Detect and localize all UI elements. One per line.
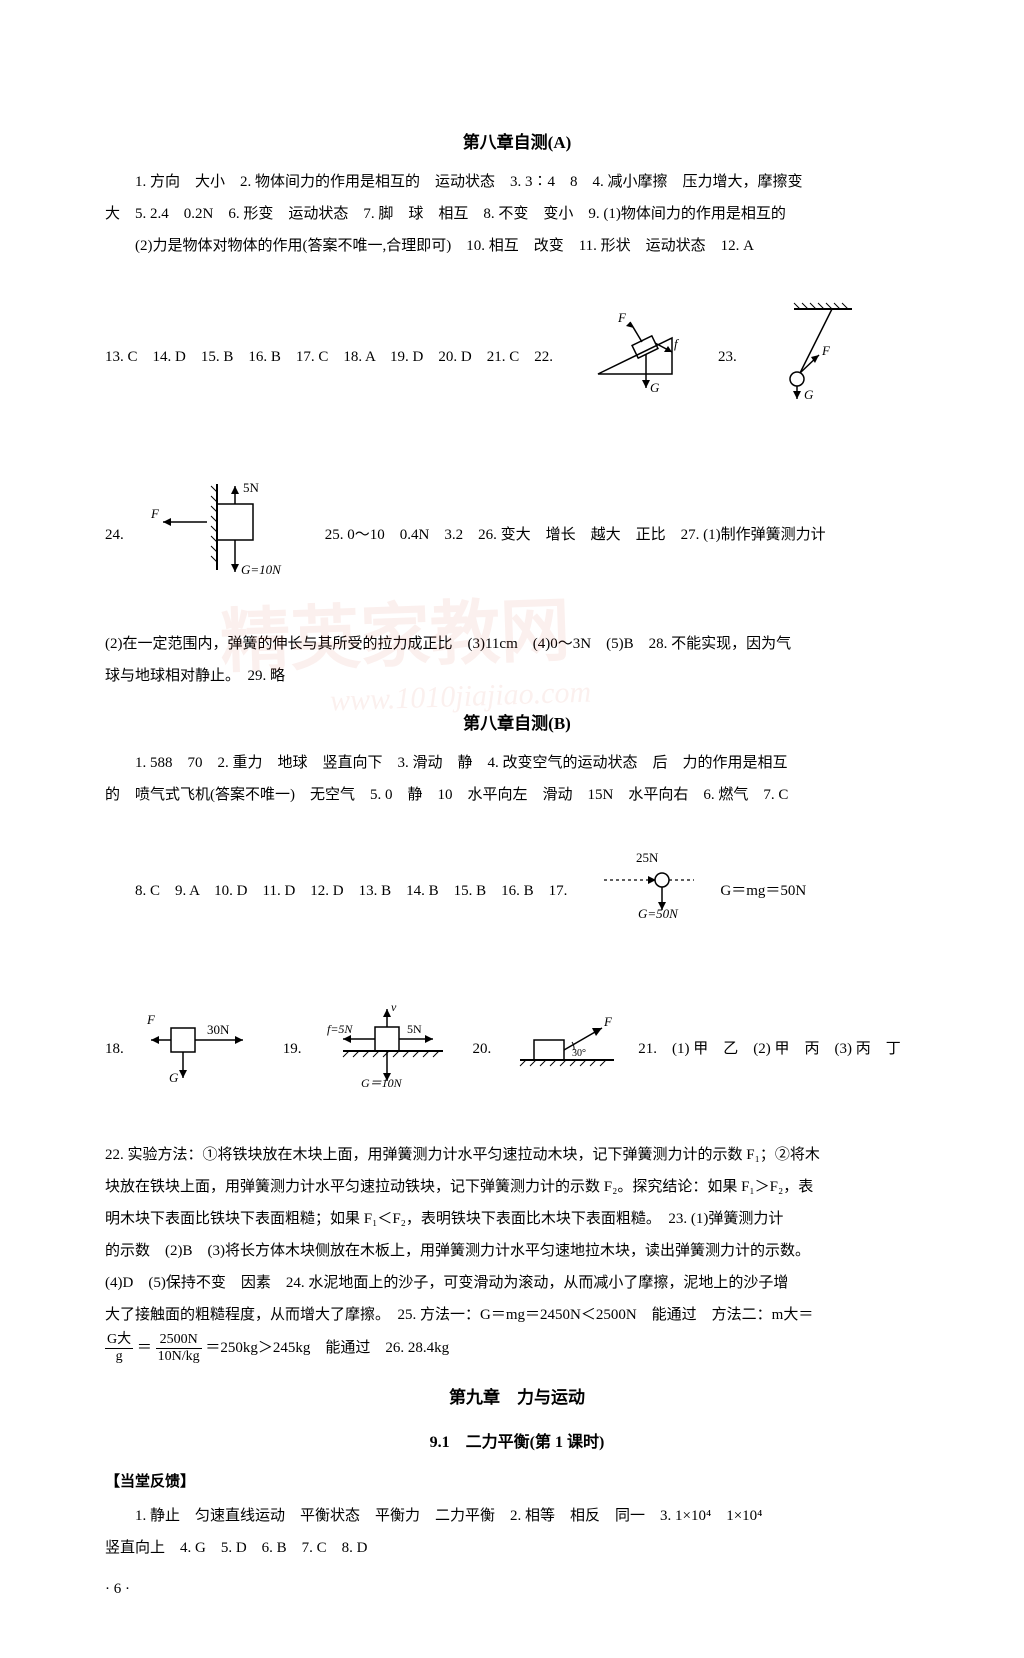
sec8b-q18-prefix: 18. xyxy=(105,1034,124,1064)
svg-text:25N: 25N xyxy=(636,850,659,865)
svg-text:f: f xyxy=(674,336,680,351)
sec8a-q25-27: 25. 0～10 0.4N 3.2 26. 变大 增长 越大 正比 27. (1… xyxy=(325,520,826,550)
sec8b-p2f: 大了接触面的粗糙程度，从而增大了摩擦。 25. 方法一：G＝mg＝2450N＜2… xyxy=(105,1300,929,1330)
sec8a-p1: 1. 方向 大小 2. 物体间力的作用是相互的 运动状态 3. 3∶4 8 4.… xyxy=(105,167,929,197)
svg-text:F: F xyxy=(603,1014,613,1029)
sec8b-q17-formula: G＝mg＝50N xyxy=(720,876,806,906)
chapter-9-1-subtitle: 9.1 二力平衡(第 1 课时) xyxy=(105,1428,929,1452)
svg-text:G=50N: G=50N xyxy=(638,906,679,920)
ch9-label: 【当堂反馈】 xyxy=(105,1470,929,1491)
svg-text:30N: 30N xyxy=(207,1022,230,1037)
fraction-2: 2500N 10N/kg xyxy=(156,1332,202,1365)
page-number: · 6 · xyxy=(105,1581,929,1598)
sec8b-diagram-17: 25N G=50N xyxy=(583,820,698,961)
fraction-1: G大 g xyxy=(105,1332,133,1365)
sec8a-p3b: 球与地球相对静止。 29. 略 xyxy=(105,661,929,691)
svg-text:v: v xyxy=(391,1000,397,1014)
sec8b-p1b: 的 喷气式飞机(答案不唯一) 无空气 5. 0 静 10 水平向左 滑动 15N… xyxy=(105,780,929,810)
svg-text:F: F xyxy=(146,1012,156,1027)
sec8b-diagram-19: f=5N 5N v G＝10N xyxy=(308,967,455,1130)
sec8a-p1b: 大 5. 2.4 0.2N 6. 形变 运动状态 7. 脚 球 相互 8. 不变… xyxy=(105,199,929,229)
svg-text:f=5N: f=5N xyxy=(327,1022,353,1036)
sec8b-p2d: 的示数 (2)B (3)将长方体木块侧放在木板上，用弹簧测力计水平匀速地拉木块，… xyxy=(105,1236,929,1266)
svg-text:G=10N: G=10N xyxy=(241,562,282,577)
svg-text:F: F xyxy=(821,343,831,358)
sec8a-diagram-22: F f G xyxy=(565,278,690,435)
sec8b-q8-17-prefix: 8. C 9. A 10. D 11. D 12. D 13. B 14. B … xyxy=(105,876,567,906)
sec8b-q21: 21. (1) 甲 乙 (2) 甲 丙 (3) 丙 丁 xyxy=(638,1034,900,1064)
section-8a-title: 第八章自测(A) xyxy=(105,128,929,153)
sec8b-q20-prefix: 20. xyxy=(473,1034,492,1064)
sec8a-q24-prefix: 24. xyxy=(105,520,124,550)
sec8a-diagram-24: 5N F G=10N xyxy=(132,450,295,619)
svg-text:F: F xyxy=(150,506,160,521)
sec8b-p2e: (4)D (5)保持不变 因素 24. 水泥地面上的沙子，可变滑动为滚动，从而减… xyxy=(105,1268,929,1298)
sec8b-p2c: 明木块下表面比铁块下表面粗糙；如果 F₁＜F₂，表明铁块下表面比木块下表面粗糙。… xyxy=(105,1204,929,1234)
sec8b-diagram-18: F 30N G xyxy=(130,970,265,1127)
svg-text:F: F xyxy=(617,310,627,325)
svg-text:G＝10N: G＝10N xyxy=(361,1076,403,1089)
sec8b-p2a: 22. 实验方法：①将铁块放在木块上面，用弹簧测力计水平匀速拉动木块，记下弹簧测… xyxy=(105,1140,929,1170)
sec8b-p2g-row: G大 g ＝ 2500N 10N/kg ＝250kg＞245kg 能通过 26.… xyxy=(105,1332,929,1365)
ch9-p1b: 竖直向上 4. G 5. D 6. B 7. C 8. D xyxy=(105,1533,929,1563)
sec8a-p3: (2)在一定范围内，弹簧的伸长与其所受的拉力成正比 (3)11cm (4)0～3… xyxy=(105,629,929,659)
sec8b-p2b: 块放在铁块上面，用弹簧测力计水平匀速拉动铁块，记下弹簧测力计的示数 F₂。探究结… xyxy=(105,1172,929,1202)
sec8a-q23-prefix: 23. xyxy=(718,342,737,372)
section-8b-title: 第八章自测(B) xyxy=(105,709,929,734)
svg-text:G: G xyxy=(804,387,814,401)
svg-text:G: G xyxy=(169,1070,179,1085)
svg-text:30°: 30° xyxy=(572,1048,586,1059)
chapter-9-title: 第九章 力与运动 xyxy=(105,1383,929,1408)
svg-text:5N: 5N xyxy=(407,1022,422,1036)
sec8b-diagram-20: F 30° xyxy=(497,978,620,1119)
ch9-p1a: 1. 静止 匀速直线运动 平衡状态 平衡力 二力平衡 2. 相等 相反 同一 3… xyxy=(105,1501,929,1531)
sec8b-p1a: 1. 588 70 2. 重力 地球 竖直向下 3. 滑动 静 4. 改变空气的… xyxy=(105,748,929,778)
sec8a-q13-22-prefix: 13. C 14. D 15. B 16. B 17. C 18. A 19. … xyxy=(105,342,553,372)
sec8b-q19-prefix: 19. xyxy=(283,1034,302,1064)
svg-text:5N: 5N xyxy=(243,480,260,495)
svg-text:G: G xyxy=(650,380,660,394)
sec8a-p2: (2)力是物体对物体的作用(答案不唯一,合理即可) 10. 相互 改变 11. … xyxy=(105,231,929,261)
sec8a-diagram-23: F G xyxy=(749,271,856,442)
